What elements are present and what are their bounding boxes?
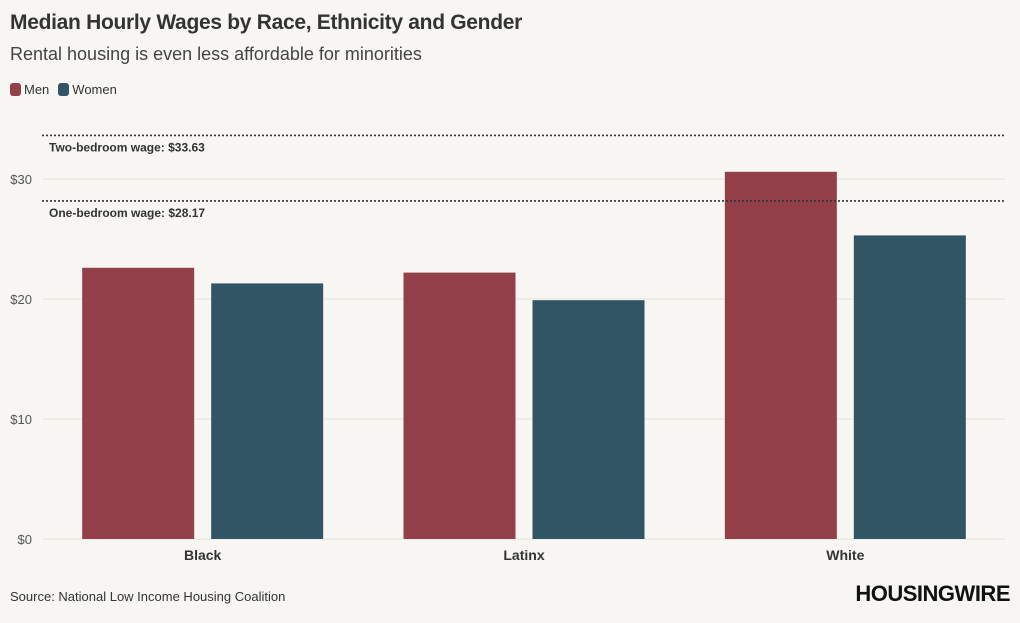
legend-swatch-men — [10, 83, 21, 96]
x-category-label: Black — [184, 547, 222, 563]
reference-line-label: Two-bedroom wage: $33.63 — [49, 140, 205, 154]
legend-swatch-women — [58, 83, 70, 96]
legend-label-women: Women — [72, 82, 117, 97]
chart-subtitle: Rental housing is even less affordable f… — [10, 44, 422, 64]
y-tick-label: $0 — [18, 532, 32, 547]
legend-item-women: Women — [58, 82, 117, 97]
source-note: Source: National Low Income Housing Coal… — [10, 589, 286, 604]
x-category-label: White — [826, 547, 864, 563]
chart-title: Median Hourly Wages by Race, Ethnicity a… — [10, 11, 522, 34]
brand-logo: HOUSINGWIRE — [855, 581, 1010, 606]
y-tick-label: $30 — [10, 172, 32, 187]
y-tick-label: $10 — [10, 412, 32, 427]
bar-men-white — [724, 171, 837, 540]
legend: Men Women — [10, 82, 126, 97]
legend-item-men: Men — [10, 82, 49, 97]
bar-women-black — [211, 283, 324, 539]
bar-women-latinx — [532, 300, 645, 539]
bar-men-latinx — [403, 272, 516, 539]
bar-men-black — [82, 267, 195, 539]
reference-line-label: One-bedroom wage: $28.17 — [49, 206, 205, 220]
x-category-label: Latinx — [503, 547, 544, 563]
bar-women-white — [853, 235, 966, 539]
legend-label-men: Men — [24, 82, 50, 97]
y-tick-label: $20 — [10, 292, 32, 307]
